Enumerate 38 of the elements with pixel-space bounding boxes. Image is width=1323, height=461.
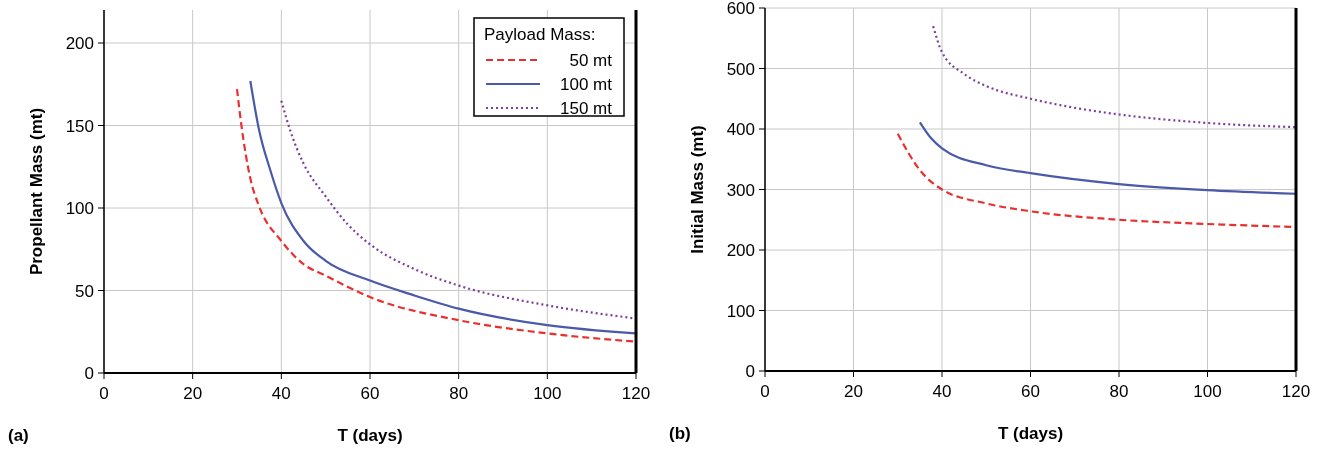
y-tick-label: 0 <box>745 362 755 381</box>
x-tick-label: 0 <box>99 384 109 403</box>
y-tick-label: 150 <box>65 116 94 136</box>
y-tick-label: 600 <box>726 0 755 18</box>
x-tick-label: 80 <box>449 384 469 403</box>
y-axis-title: Initial Mass (mt) <box>688 125 707 254</box>
x-tick-label: 100 <box>1193 382 1222 401</box>
x-tick-label: 60 <box>1021 382 1040 401</box>
x-tick-label: 40 <box>271 384 291 403</box>
legend-label: 100 mt <box>560 75 613 94</box>
y-tick-label: 100 <box>726 301 755 321</box>
text: (b) <box>669 424 691 443</box>
y-tick-label: 400 <box>726 120 755 139</box>
x-axis-title: T (days) <box>997 424 1064 443</box>
x-tick-label: 100 <box>533 384 562 403</box>
line-series <box>918 121 1298 195</box>
y-tick-label: 500 <box>726 59 755 79</box>
legend-label: 150 mt <box>560 99 613 118</box>
x-tick-label: 40 <box>932 382 952 401</box>
x-tick-label: 60 <box>360 384 380 403</box>
y-tick-label: 200 <box>726 241 755 260</box>
x-tick-label: 20 <box>183 384 203 403</box>
x-tick-label: 80 <box>1109 382 1129 401</box>
y-tick-label: 50 <box>75 281 94 301</box>
x-tick-label: 0 <box>760 382 770 401</box>
y-tick-label: 300 <box>726 180 755 200</box>
y-tick-label: 200 <box>65 34 94 53</box>
x-axis-title: T (days) <box>337 426 403 445</box>
y-tick-label: 0 <box>84 364 94 383</box>
x-tick-label: 120 <box>621 384 651 403</box>
x-tick-label: 120 <box>1281 382 1311 401</box>
y-tick-label: 100 <box>65 199 94 218</box>
x-tick-label: 20 <box>844 382 863 401</box>
legend-title: Payload Mass: <box>484 25 596 44</box>
line-series <box>932 25 1298 129</box>
y-axis-title: Propellant Mass (mt) <box>27 107 46 276</box>
text: (a) <box>8 426 29 445</box>
legend-label: 50 mt <box>569 51 613 70</box>
